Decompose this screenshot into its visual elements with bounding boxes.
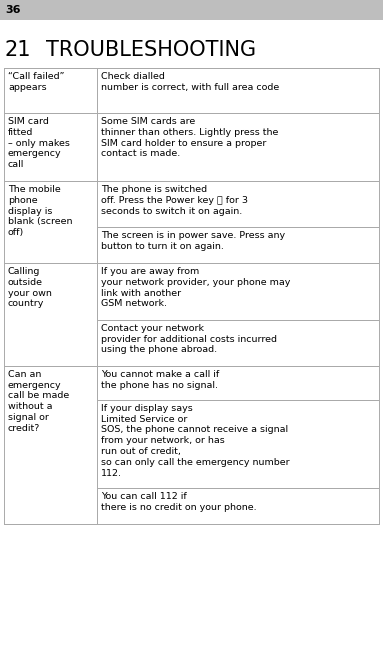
- Text: 36: 36: [5, 5, 21, 15]
- Bar: [97, 113, 379, 181]
- Bar: [0, 0, 383, 20]
- Text: If you are away from
your network provider, your phone may
link with another
GSM: If you are away from your network provid…: [101, 267, 290, 308]
- Bar: [4, 263, 97, 366]
- Text: TROUBLESHOOTING: TROUBLESHOOTING: [46, 40, 256, 60]
- Bar: [97, 68, 379, 113]
- Text: You can call 112 if
there is no credit on your phone.: You can call 112 if there is no credit o…: [101, 492, 257, 512]
- Text: The screen is in power save. Press any
button to turn it on again.: The screen is in power save. Press any b…: [101, 231, 285, 251]
- Text: SIM card
fitted
– only makes
emergency
call: SIM card fitted – only makes emergency c…: [8, 117, 70, 169]
- Text: Can an
emergency
call be made
without a
signal or
credit?: Can an emergency call be made without a …: [8, 370, 69, 433]
- Bar: [4, 113, 97, 181]
- Text: “Call failed”
appears: “Call failed” appears: [8, 72, 64, 92]
- Bar: [97, 263, 379, 320]
- Text: Some SIM cards are
thinner than others. Lightly press the
SIM card holder to ens: Some SIM cards are thinner than others. …: [101, 117, 278, 158]
- Bar: [97, 400, 379, 488]
- Text: Calling
outside
your own
country: Calling outside your own country: [8, 267, 52, 308]
- Bar: [4, 68, 97, 113]
- Bar: [97, 227, 379, 263]
- Bar: [97, 181, 379, 227]
- Text: Check dialled
number is correct, with full area code: Check dialled number is correct, with fu…: [101, 72, 279, 92]
- Bar: [97, 366, 379, 400]
- Text: The mobile
phone
display is
blank (screen
off): The mobile phone display is blank (scree…: [8, 185, 72, 237]
- Bar: [97, 320, 379, 366]
- Text: If your display says
Limited Service or
SOS, the phone cannot receive a signal
f: If your display says Limited Service or …: [101, 404, 290, 477]
- Text: The phone is switched
off. Press the Power key ⓘ for 3
seconds to switch it on a: The phone is switched off. Press the Pow…: [101, 185, 248, 216]
- Text: You cannot make a call if
the phone has no signal.: You cannot make a call if the phone has …: [101, 370, 219, 390]
- Bar: [4, 181, 97, 263]
- Bar: [97, 488, 379, 524]
- Text: Contact your network
provider for additional costs incurred
using the phone abro: Contact your network provider for additi…: [101, 324, 277, 355]
- Bar: [4, 366, 97, 524]
- Text: 21: 21: [5, 40, 31, 60]
